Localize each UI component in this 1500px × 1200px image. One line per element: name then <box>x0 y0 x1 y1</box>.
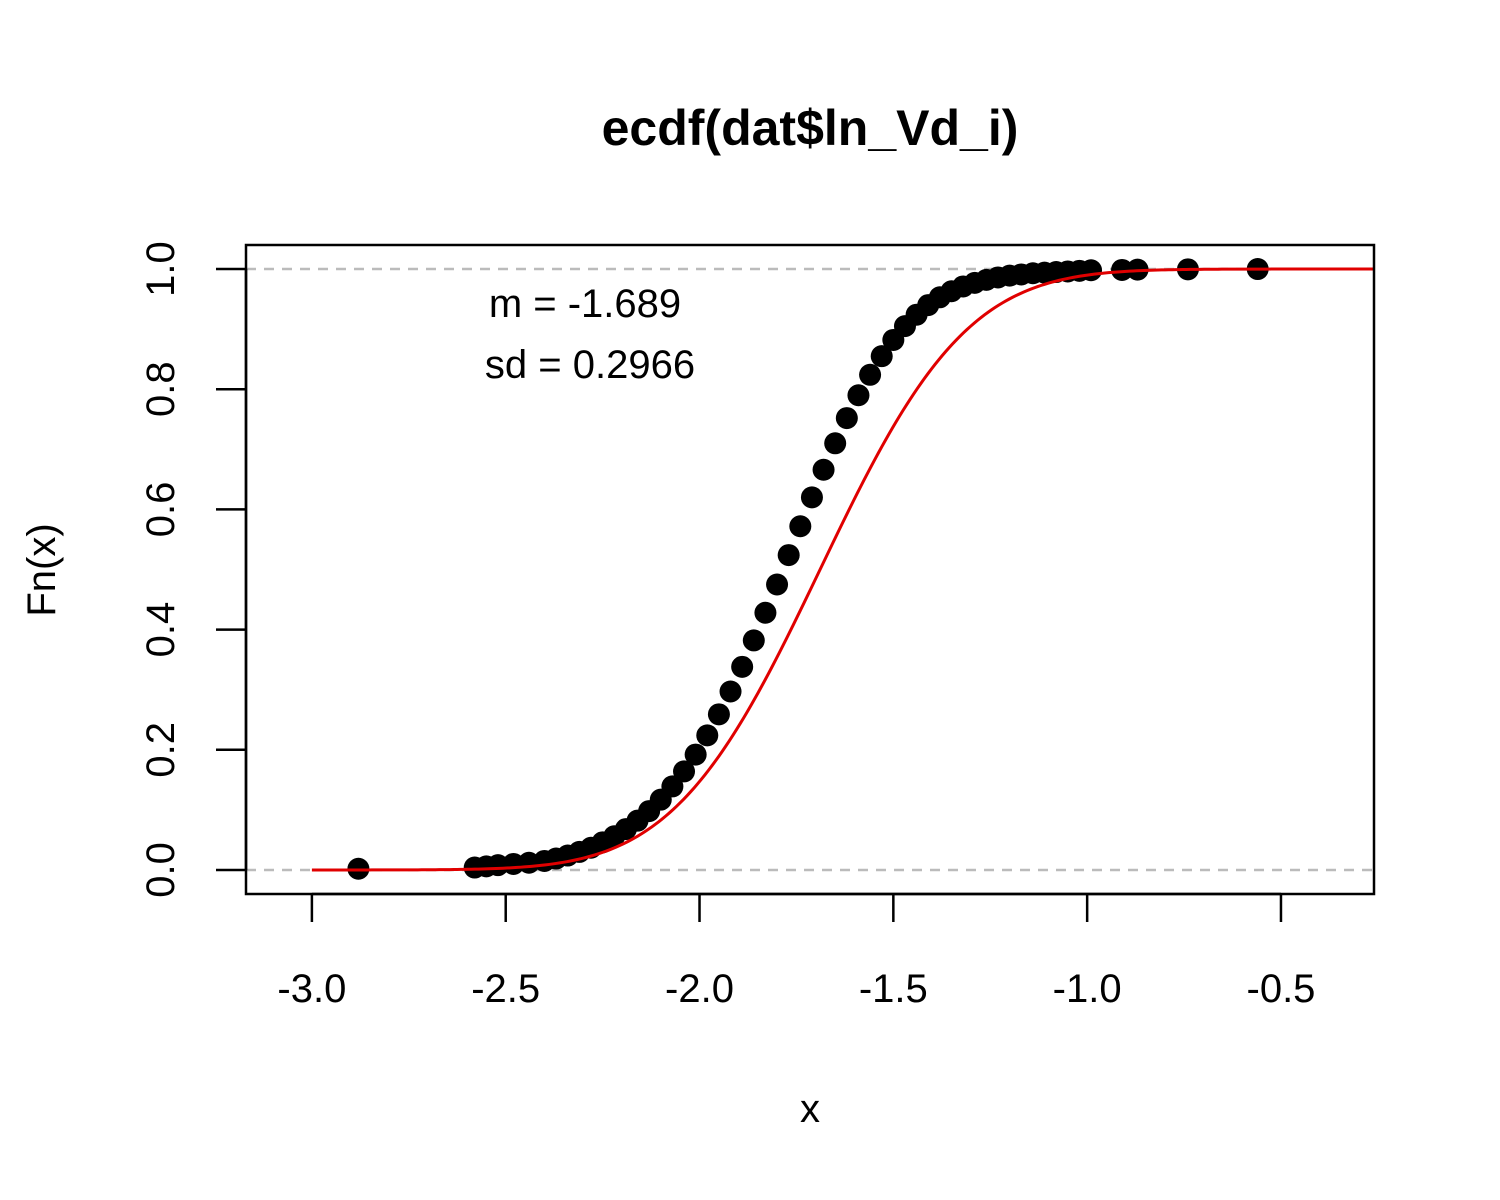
y-axis: 0.0 0.2 0.4 0.6 0.8 1.0 <box>139 241 248 898</box>
x-tick-label: -1.0 <box>1053 967 1122 1011</box>
ecdf-point <box>777 544 800 567</box>
ecdf-point <box>742 629 765 652</box>
reference-lines <box>246 267 1374 872</box>
ecdf-point <box>731 655 754 678</box>
ecdf-points <box>347 258 1269 880</box>
ecdf-point <box>824 432 847 455</box>
ecdf-point <box>661 775 684 798</box>
y-axis-label: Fn(x) <box>20 523 64 616</box>
sd-annotation: sd = 0.2966 <box>485 343 695 387</box>
ecdf-point <box>870 345 893 368</box>
x-tick-label: -1.5 <box>859 967 928 1011</box>
ecdf-point <box>707 703 730 726</box>
ecdf-point <box>859 363 882 386</box>
ecdf-point <box>812 458 835 481</box>
y-tick-label: 0.2 <box>139 722 183 778</box>
ecdf-point <box>719 680 742 703</box>
ecdf-point <box>684 743 707 766</box>
chart-title: ecdf(dat$ln_Vd_i) <box>602 100 1019 156</box>
ecdf-point <box>696 724 719 747</box>
normal-fit-curve <box>311 267 1374 872</box>
x-tick-label: -0.5 <box>1247 967 1316 1011</box>
ecdf-point <box>1111 258 1134 281</box>
x-axis-label: x <box>800 1087 820 1131</box>
ecdf-point <box>754 601 777 624</box>
y-tick-label: 0.6 <box>139 482 183 538</box>
y-tick-label: 1.0 <box>139 241 183 297</box>
x-tick-label: -2.5 <box>471 967 540 1011</box>
x-tick-label: -3.0 <box>277 967 346 1011</box>
ecdf-point <box>800 486 823 509</box>
plot-frame <box>244 243 1376 896</box>
y-tick-label: 0.8 <box>139 361 183 417</box>
ecdf-point <box>1080 259 1103 282</box>
ecdf-point <box>673 760 696 783</box>
mean-annotation: m = -1.689 <box>489 282 681 326</box>
ecdf-point <box>789 515 812 538</box>
x-axis: -3.0 -2.5 -2.0 -1.5 -1.0 -0.5 <box>277 892 1316 1011</box>
y-tick-label: 0.0 <box>139 842 183 898</box>
x-tick-label: -2.0 <box>665 967 734 1011</box>
ecdf-point <box>847 384 870 407</box>
ecdf-point <box>766 573 789 596</box>
ecdf-point <box>835 407 858 430</box>
y-tick-label: 0.4 <box>139 602 183 658</box>
